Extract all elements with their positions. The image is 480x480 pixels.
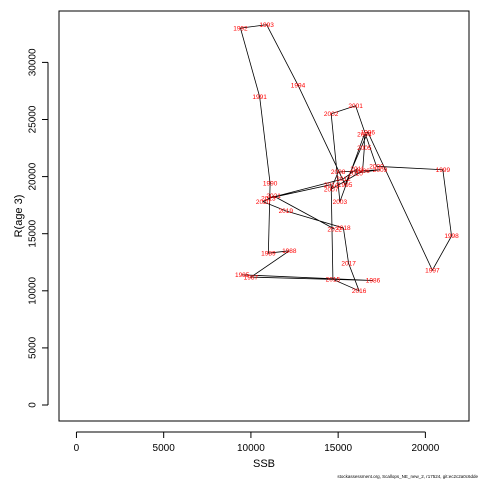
point-label-2005: 2005 (357, 145, 372, 152)
point-label-1993: 1993 (259, 22, 274, 29)
point-label-2010: 2010 (348, 170, 363, 177)
point-label-2022: 2022 (327, 226, 342, 233)
x-tick-label: 0 (74, 443, 80, 454)
y-axis-title: R(age 3) (13, 195, 25, 238)
point-label-2020: 2020 (256, 199, 271, 206)
y-tick-label: 30000 (28, 48, 39, 76)
point-label-2000: 2000 (369, 164, 384, 171)
x-axis-title: SSB (253, 458, 275, 470)
point-label-2008: 2008 (331, 169, 346, 176)
point-label-2004: 2004 (357, 132, 372, 139)
trajectory-polyline (239, 24, 452, 292)
footer-credit: stockassessment.org, Scallops_NE_new_2, … (337, 474, 478, 479)
point-label-1985: 1985 (235, 272, 250, 279)
point-label-2002: 2002 (324, 111, 339, 118)
y-axis: 0 5000 10000 15000 20000 25000 30000 (28, 48, 49, 408)
point-label-2013: 2013 (261, 195, 276, 202)
point-label-2006: 2006 (355, 168, 370, 175)
x-tick-label: 15000 (324, 443, 352, 454)
point-label-1989: 1989 (261, 250, 276, 257)
point-label-2019: 2019 (279, 208, 294, 215)
point-label-1988: 1988 (282, 248, 297, 255)
point-label-2011: 2011 (350, 166, 364, 173)
point-label-1996: 1996 (361, 129, 376, 136)
y-tick-label: 15000 (28, 219, 39, 247)
point-label-1994: 1994 (291, 82, 306, 89)
x-tick-label: 10000 (237, 443, 265, 454)
point-label-1992: 1992 (233, 25, 248, 32)
point-label-1990: 1990 (263, 181, 278, 188)
point-label-1987: 1987 (244, 274, 259, 281)
point-label-1999: 1999 (436, 167, 451, 174)
point-label-2001: 2001 (348, 103, 363, 110)
point-label-2016: 2016 (352, 288, 367, 295)
y-tick-label: 25000 (28, 105, 39, 133)
point-label-2021: 2021 (266, 193, 281, 200)
trajectory-line (239, 24, 452, 292)
point-label-1986: 1986 (366, 278, 381, 285)
y-tick-label: 0 (28, 402, 39, 408)
y-tick-label: 10000 (28, 276, 39, 304)
point-label-2018: 2018 (336, 225, 351, 232)
point-label-2017: 2017 (341, 261, 356, 268)
point-labels: 1985 1986 1987 1988 1989 1990 1991 1992 1993 1994… (233, 22, 459, 295)
point-label-1995: 1995 (338, 182, 353, 189)
point-label-2007: 2007 (324, 186, 339, 193)
y-tick-label: 20000 (28, 162, 39, 190)
x-axis: 0 5000 10000 15000 20000 (74, 431, 440, 454)
point-label-1998: 1998 (444, 233, 459, 240)
y-tick-label: 5000 (28, 336, 39, 359)
point-label-2012: 2012 (336, 176, 351, 183)
point-label-2009: 2009 (373, 167, 388, 174)
point-label-2015: 2015 (326, 277, 341, 284)
point-label-1991: 1991 (252, 94, 267, 101)
point-label-2003: 2003 (333, 199, 348, 206)
point-label-2014: 2014 (324, 182, 339, 189)
x-tick-label: 20000 (411, 443, 439, 454)
point-label-1997: 1997 (425, 267, 440, 274)
x-tick-label: 5000 (153, 443, 176, 454)
plot-frame (58, 10, 470, 422)
